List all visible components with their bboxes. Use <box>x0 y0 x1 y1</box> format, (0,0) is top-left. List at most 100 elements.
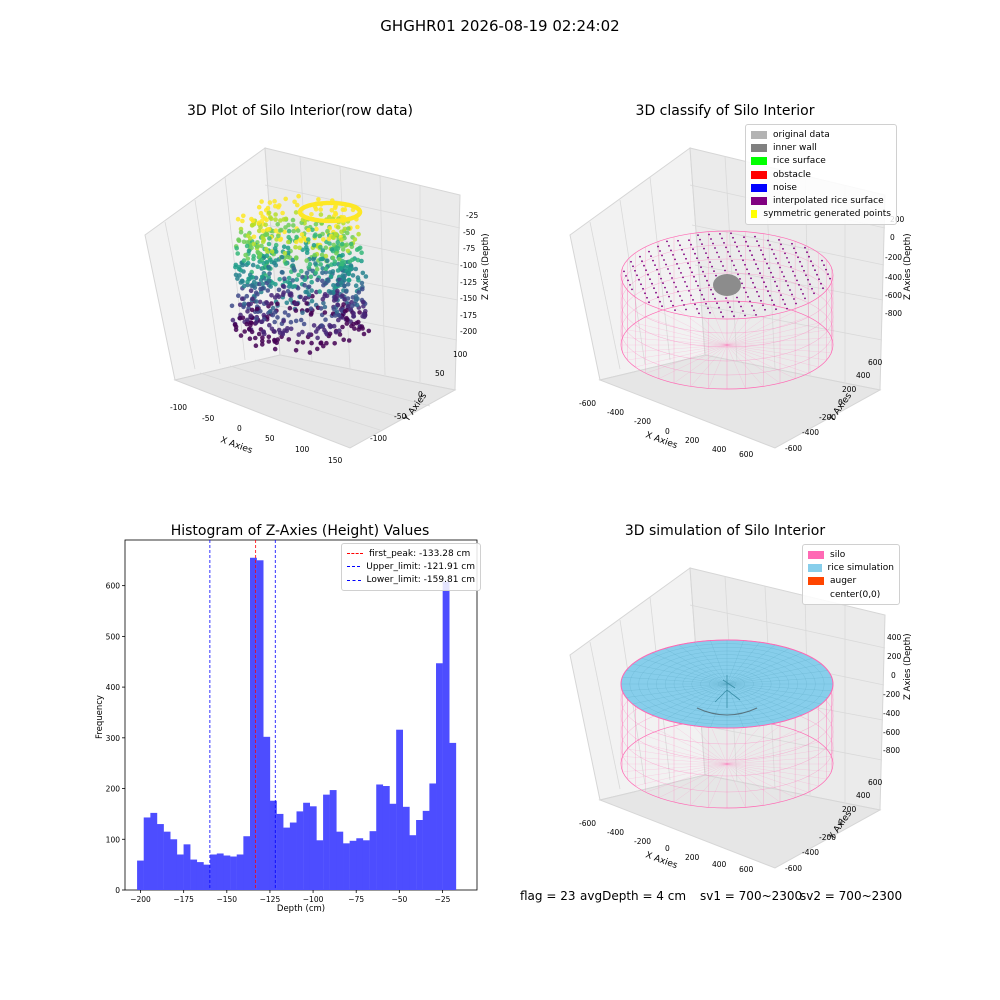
interpolated-point <box>756 290 758 293</box>
raw-point <box>270 305 276 311</box>
interpolated-point <box>769 244 771 246</box>
interpolated-point <box>793 298 795 300</box>
interpolated-point <box>685 308 687 311</box>
histogram-bar <box>422 810 430 890</box>
y-tick: 50 <box>435 369 445 378</box>
raw-point <box>268 257 273 263</box>
x-tick-label: −200 <box>130 895 151 904</box>
raw-point <box>233 264 238 270</box>
raw-point <box>268 284 273 289</box>
interpolated-point <box>701 293 703 296</box>
raw-point <box>260 228 266 234</box>
raw-point <box>272 346 278 352</box>
raw-point <box>307 350 313 355</box>
raw-point <box>259 199 264 204</box>
histogram-bar <box>296 811 304 890</box>
raw-point <box>290 217 296 223</box>
histogram-bar <box>382 786 390 890</box>
interpolated-point <box>818 278 820 281</box>
interpolated-point <box>805 274 807 277</box>
interpolated-point <box>829 277 831 280</box>
raw-point <box>273 282 278 287</box>
raw-point <box>266 241 272 247</box>
pane-floor <box>598 774 882 869</box>
raw-point <box>294 239 299 245</box>
legend-item: original data <box>751 128 891 141</box>
legend-swatch <box>808 577 824 586</box>
histogram-bar <box>143 817 151 890</box>
legend-label: auger <box>830 576 857 587</box>
interpolated-point <box>723 242 725 244</box>
mesh-spoke <box>651 683 728 716</box>
x-tick: -400 <box>607 828 624 837</box>
interpolated-point <box>648 250 650 253</box>
pane-left <box>144 147 281 381</box>
interpolated-point <box>777 262 779 264</box>
raw-point <box>278 218 283 223</box>
interpolated-point <box>802 293 804 295</box>
histogram-bar <box>389 803 397 890</box>
raw-point <box>293 301 299 306</box>
interpolated-point <box>704 275 706 278</box>
raw-point <box>341 337 346 343</box>
raw-point <box>348 241 354 247</box>
raw-point <box>259 319 265 324</box>
z-tick: -100 <box>460 261 477 270</box>
raw-point <box>311 323 317 328</box>
y-axis-ticks: -600 -400 -200 0 200 400 600 <box>785 358 883 453</box>
interpolated-point <box>682 276 684 279</box>
interpolated-point <box>727 301 729 304</box>
mesh-spoke <box>626 683 728 698</box>
interpolated-point <box>648 301 650 304</box>
interpolated-point <box>631 288 633 291</box>
interpolated-point <box>763 281 765 284</box>
raw-point <box>357 310 362 315</box>
interpolated-point <box>700 266 702 269</box>
interpolated-point <box>742 259 744 262</box>
y-tick: 200 <box>842 385 857 394</box>
histogram-bar <box>176 854 184 890</box>
histogram-bar <box>137 860 144 890</box>
interpolated-point <box>677 239 679 242</box>
histogram-bar <box>449 742 457 890</box>
raw-point <box>322 292 328 297</box>
interpolated-point <box>773 303 775 306</box>
raw-point <box>246 302 252 307</box>
interpolated-point <box>667 268 669 270</box>
interpolated-point <box>781 271 783 273</box>
interpolated-point <box>694 303 696 306</box>
histogram-bar <box>269 800 277 890</box>
mesh-spoke <box>726 644 776 685</box>
interpolated-point <box>695 280 697 283</box>
interpolated-point <box>747 296 749 298</box>
interpolated-point <box>652 259 654 262</box>
interpolated-point <box>754 235 756 238</box>
raw-point <box>311 256 316 262</box>
interpolated-point <box>736 296 738 299</box>
raw-point <box>330 269 336 274</box>
raw-point <box>319 323 324 328</box>
histogram-bar <box>349 840 357 890</box>
raw-point <box>273 228 279 233</box>
sv2-text: sv2 = 700~2300 <box>800 889 903 903</box>
raw-point <box>286 313 291 318</box>
raw-point <box>310 227 315 233</box>
raw-point <box>320 256 325 262</box>
silo-floor-spoke <box>726 316 809 346</box>
raw-point <box>331 306 337 312</box>
interpolated-point <box>709 261 711 263</box>
legend-label: original data <box>773 129 830 140</box>
raw-point <box>293 308 299 313</box>
raw-point <box>241 258 247 263</box>
interpolated-point <box>722 315 724 318</box>
raw-point <box>356 246 361 252</box>
raw-point <box>247 236 253 241</box>
raw-point <box>328 274 334 279</box>
raw-point <box>286 337 292 342</box>
silo-floor-spoke <box>635 344 728 368</box>
raw-point <box>264 300 269 305</box>
interpolated-point <box>798 284 800 286</box>
interpolated-point <box>672 254 674 256</box>
x-axis-ticks: -600 -400 -200 0 200 400 600 <box>579 399 754 459</box>
interpolated-point <box>668 245 670 247</box>
